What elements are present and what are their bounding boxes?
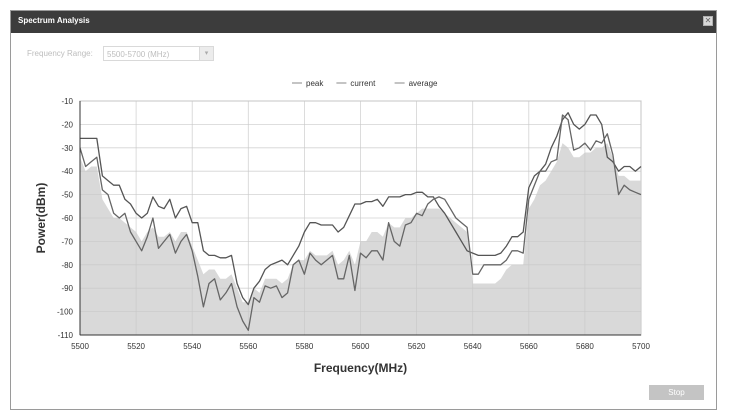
chevron-down-icon[interactable]: ▾ bbox=[199, 47, 213, 60]
frequency-range-select[interactable]: 5500-5700 (MHz) ▾ bbox=[103, 46, 214, 61]
spectrum-analysis-dialog: Spectrum Analysis ✕ Frequency Range: 550… bbox=[10, 10, 717, 410]
dialog-titlebar: Spectrum Analysis ✕ bbox=[11, 11, 716, 33]
close-icon[interactable]: ✕ bbox=[703, 16, 713, 26]
frequency-range-value: 5500-5700 (MHz) bbox=[107, 50, 170, 59]
stop-button[interactable]: Stop bbox=[649, 385, 704, 400]
dialog-title: Spectrum Analysis bbox=[18, 16, 90, 25]
frequency-range-label: Frequency Range: bbox=[27, 49, 93, 58]
